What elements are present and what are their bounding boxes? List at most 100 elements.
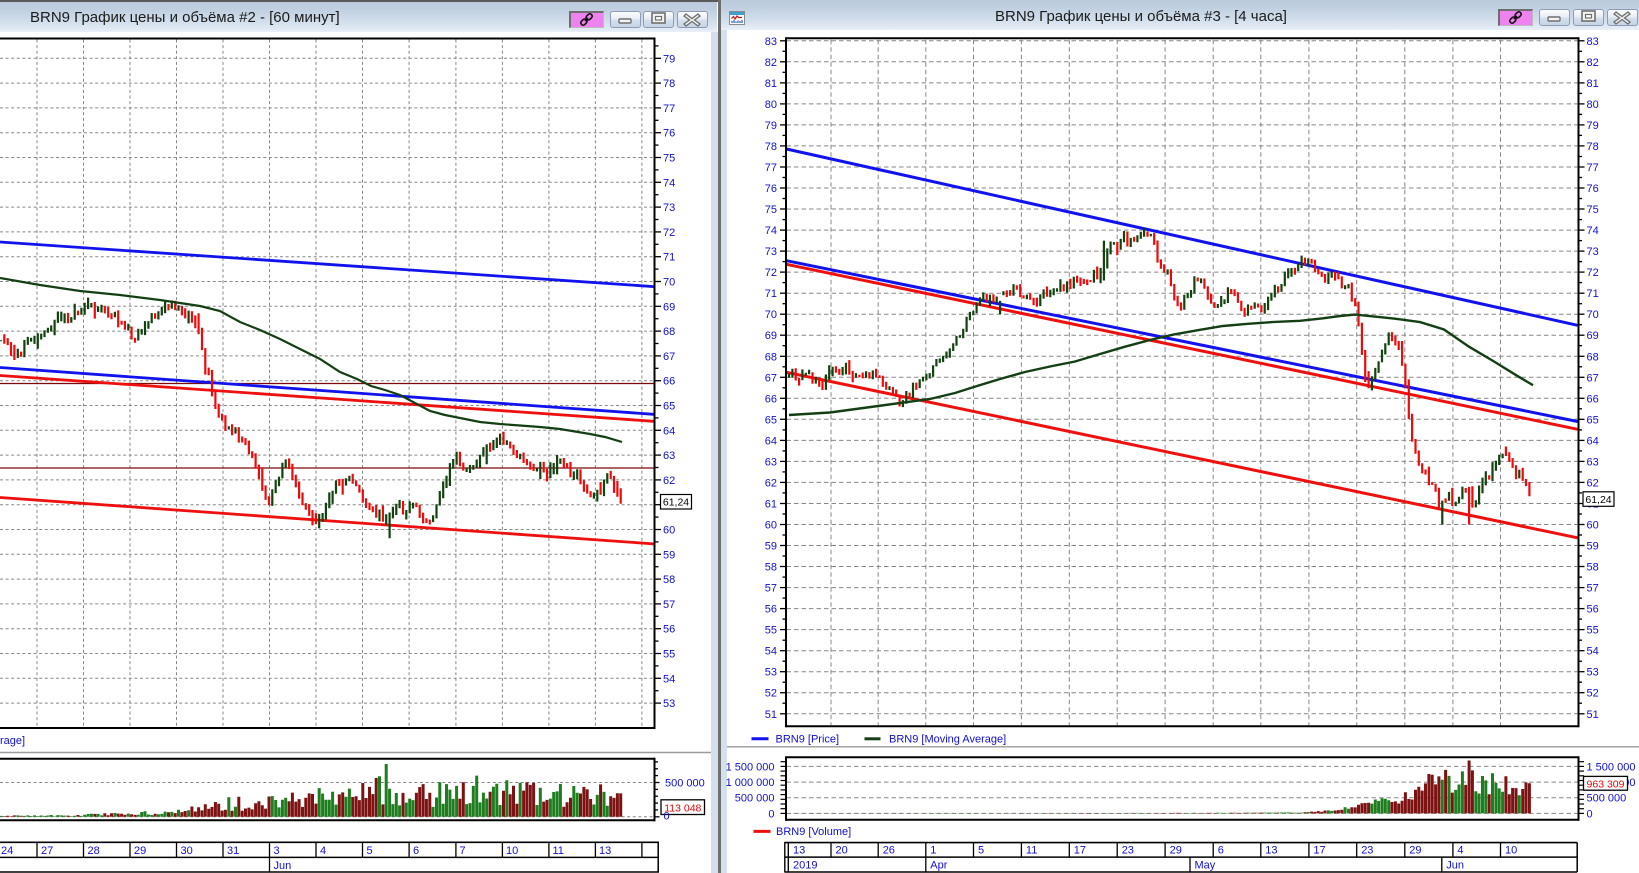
svg-text:0: 0	[1587, 808, 1593, 820]
svg-text:60: 60	[663, 525, 675, 537]
svg-text:76: 76	[663, 128, 675, 140]
svg-text:72: 72	[1587, 267, 1599, 279]
svg-text:113 048: 113 048	[664, 802, 701, 814]
svg-text:62: 62	[1587, 477, 1599, 489]
svg-text:80: 80	[1587, 99, 1599, 111]
svg-text:30: 30	[181, 845, 193, 857]
svg-text:78: 78	[765, 141, 777, 153]
svg-text:58: 58	[765, 562, 777, 574]
svg-text:29: 29	[1170, 845, 1182, 857]
svg-text:69: 69	[663, 301, 675, 313]
svg-text:60: 60	[1587, 520, 1599, 532]
svg-text:62: 62	[663, 475, 675, 487]
svg-text:55: 55	[765, 625, 777, 637]
svg-text:75: 75	[765, 204, 777, 216]
svg-text:BRN9 [Volume]: BRN9 [Volume]	[776, 826, 851, 838]
svg-text:73: 73	[765, 246, 777, 258]
svg-text:53: 53	[1587, 667, 1599, 679]
svg-text:81: 81	[765, 78, 777, 90]
svg-text:54: 54	[765, 646, 777, 658]
svg-text:rage]: rage]	[0, 735, 25, 747]
svg-text:17: 17	[1074, 845, 1086, 857]
svg-text:54: 54	[1587, 646, 1599, 658]
svg-text:79: 79	[663, 53, 675, 65]
svg-text:6: 6	[413, 845, 419, 857]
svg-text:51: 51	[1587, 709, 1599, 721]
svg-text:4: 4	[1457, 845, 1463, 857]
svg-text:31: 31	[227, 845, 239, 857]
svg-text:73: 73	[1587, 246, 1599, 258]
svg-text:63: 63	[765, 456, 777, 468]
svg-text:1: 1	[930, 845, 936, 857]
svg-text:61,24: 61,24	[1585, 494, 1611, 506]
svg-text:3: 3	[274, 845, 280, 857]
svg-text:61: 61	[765, 499, 777, 511]
svg-text:69: 69	[1587, 330, 1599, 342]
svg-text:13: 13	[599, 845, 611, 857]
svg-text:76: 76	[1587, 183, 1599, 195]
svg-text:83: 83	[765, 36, 777, 48]
svg-text:13: 13	[793, 845, 805, 857]
svg-text:73: 73	[663, 202, 675, 214]
svg-text:74: 74	[765, 225, 777, 237]
svg-text:66: 66	[765, 393, 777, 405]
svg-text:68: 68	[765, 351, 777, 363]
svg-text:67: 67	[1587, 372, 1599, 384]
svg-text:0: 0	[768, 808, 774, 820]
svg-text:23: 23	[1361, 845, 1373, 857]
svg-text:24: 24	[1, 845, 13, 857]
svg-text:70: 70	[765, 309, 777, 321]
svg-text:52: 52	[765, 688, 777, 700]
svg-text:BRN9 [Price]: BRN9 [Price]	[776, 734, 840, 746]
svg-text:72: 72	[765, 267, 777, 279]
svg-text:26: 26	[883, 845, 895, 857]
svg-text:1 000 000: 1 000 000	[726, 777, 775, 789]
svg-text:61,24: 61,24	[663, 497, 689, 509]
svg-text:74: 74	[1587, 225, 1599, 237]
svg-text:57: 57	[663, 599, 675, 611]
svg-text:75: 75	[663, 153, 675, 165]
svg-text:71: 71	[1587, 288, 1599, 300]
svg-text:54: 54	[663, 673, 675, 685]
svg-text:70: 70	[1587, 309, 1599, 321]
svg-text:56: 56	[765, 604, 777, 616]
svg-text:57: 57	[1587, 583, 1599, 595]
svg-text:60: 60	[765, 520, 777, 532]
svg-text:963 309: 963 309	[1587, 778, 1625, 790]
svg-text:76: 76	[765, 183, 777, 195]
svg-text:5: 5	[978, 845, 984, 857]
svg-text:74: 74	[663, 177, 675, 189]
svg-text:63: 63	[1587, 456, 1599, 468]
svg-text:10: 10	[1505, 845, 1517, 857]
svg-text:68: 68	[663, 326, 675, 338]
svg-text:BRN9 [Moving Average]: BRN9 [Moving Average]	[889, 734, 1006, 746]
svg-text:52: 52	[1587, 688, 1599, 700]
svg-text:58: 58	[1587, 562, 1599, 574]
svg-text:78: 78	[663, 78, 675, 90]
svg-text:20: 20	[836, 845, 848, 857]
svg-text:57: 57	[765, 583, 777, 595]
svg-text:11: 11	[553, 845, 564, 857]
svg-text:7: 7	[460, 845, 466, 857]
svg-text:4: 4	[320, 845, 326, 857]
svg-text:55: 55	[663, 649, 675, 661]
svg-text:53: 53	[765, 667, 777, 679]
svg-text:82: 82	[1587, 57, 1599, 69]
svg-text:82: 82	[765, 57, 777, 69]
svg-text:78: 78	[1587, 141, 1599, 153]
svg-text:Jun: Jun	[274, 860, 292, 872]
svg-text:66: 66	[1587, 393, 1599, 405]
svg-text:64: 64	[765, 435, 777, 447]
svg-text:Apr: Apr	[930, 859, 947, 871]
svg-text:13: 13	[1265, 845, 1277, 857]
svg-text:77: 77	[1587, 162, 1599, 174]
svg-text:65: 65	[765, 414, 777, 426]
svg-text:29: 29	[134, 845, 146, 857]
svg-text:17: 17	[1313, 845, 1325, 857]
svg-text:56: 56	[663, 624, 675, 636]
svg-text:66: 66	[663, 376, 675, 388]
svg-text:59: 59	[663, 549, 675, 561]
svg-text:59: 59	[765, 541, 777, 553]
svg-text:10: 10	[506, 845, 518, 857]
svg-text:71: 71	[765, 288, 777, 300]
